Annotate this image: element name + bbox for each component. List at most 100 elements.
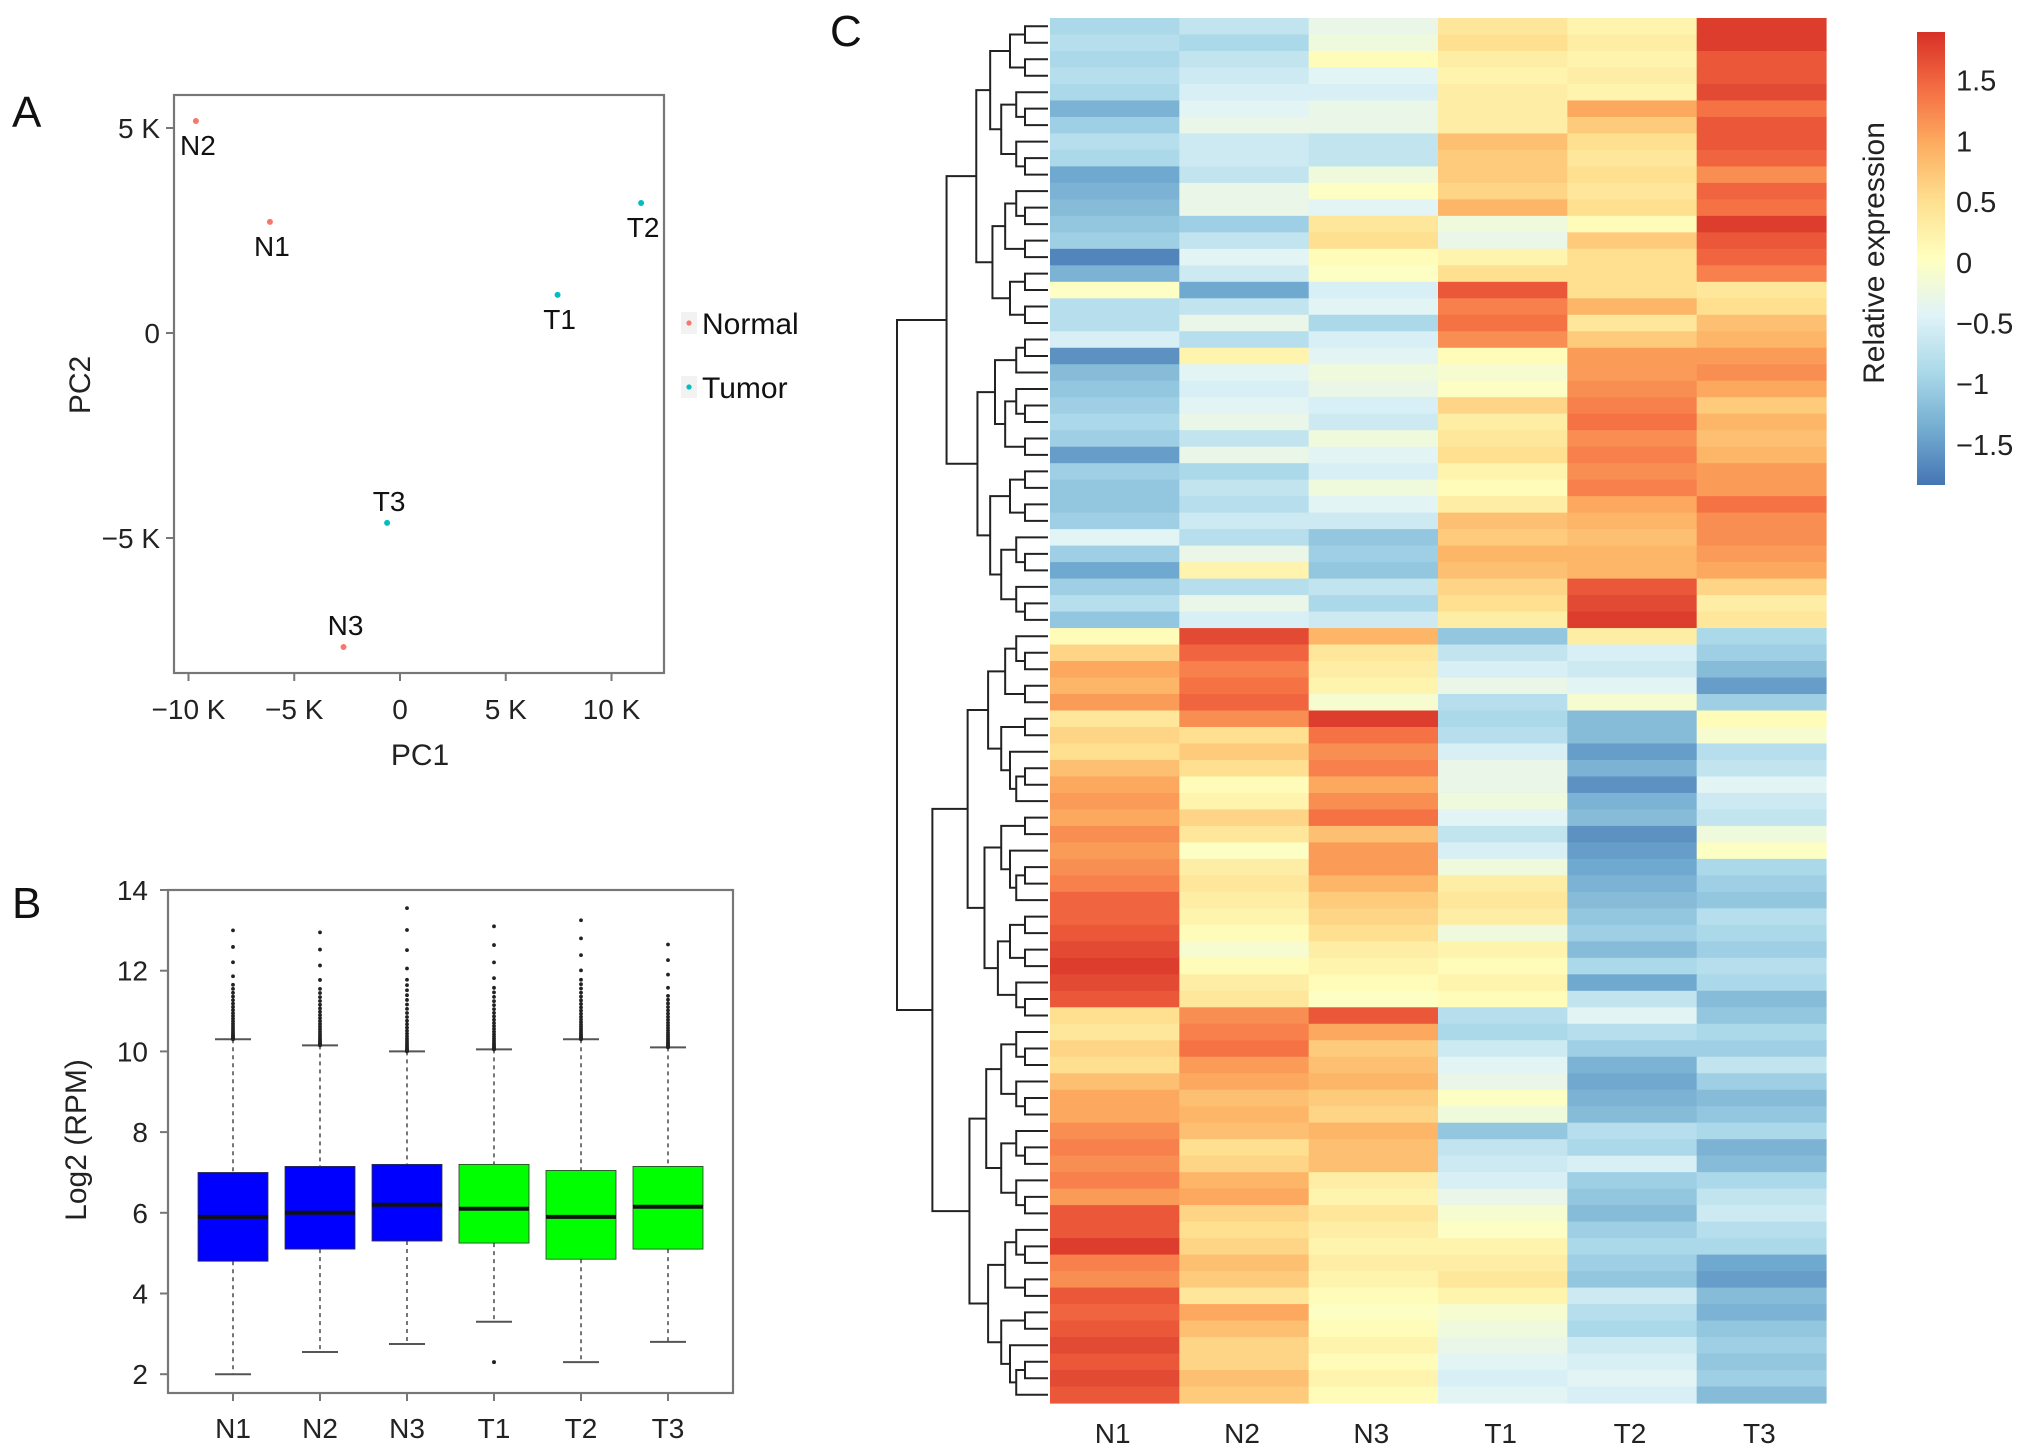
box-body-n3 [371,1163,443,1242]
box-outlier-point-t3 [666,1017,670,1022]
heatmap-cell-t1 [1438,562,1568,580]
heatmap-cell-t2 [1567,331,1698,349]
heatmap-cell-t3 [1696,1386,1827,1404]
heatmap-cell-t1 [1438,133,1568,151]
heatmap-cell-n3 [1308,1089,1439,1107]
pca-legend: Normal Tumor [681,308,799,405]
heatmap-cell-n2 [1179,34,1310,52]
heatmap-cell-t2 [1567,710,1698,728]
heatmap-cell-t3 [1696,479,1827,497]
heatmap-cell-n2 [1179,545,1310,563]
box-outlier-point-n2 [318,947,322,952]
box-outlier-point-t2 [579,982,583,987]
heatmap-cell-t2 [1567,759,1698,778]
heatmap-cell-n3 [1308,347,1439,365]
heatmap-cell-t2 [1567,1155,1698,1173]
heatmap-cell-n1 [1050,397,1180,415]
heatmap-cell-t3 [1696,644,1827,662]
dendrogram-branch [987,1263,1006,1344]
heatmap-cell-n3 [1308,710,1439,728]
boxplot-panel: 2 4 6 8 10 12 14 N1 N2 N3 T1 T2 T3 Log2 (RPM) [60,875,735,1444]
panel-letter-c: C [830,7,862,56]
heatmap-cell-t2 [1567,413,1698,431]
heatmap-cell-t2 [1567,248,1698,266]
heatmap-cell-t3 [1696,430,1827,448]
heatmap-cell-n1 [1050,50,1180,69]
dendrogram-branch [1015,91,1048,118]
heatmap-cell-n3 [1308,1271,1439,1289]
heatmap-cell-n3 [1308,265,1439,283]
heatmap-cell-n1 [1050,908,1180,926]
heatmap-cell-t1 [1438,1320,1568,1338]
dendrogram-branch [1000,1043,1017,1095]
heatmap-cell-t1 [1438,331,1568,349]
heatmap-cell-t3 [1696,710,1827,728]
dendrogram-branch [1009,478,1025,514]
heatmap-cell-t3 [1696,116,1827,135]
heatmap-cell-t3 [1696,166,1827,184]
heatmap-cell-n2 [1179,529,1310,547]
dendrogram-branch [1024,503,1048,522]
dendrogram-branch [945,175,978,465]
heatmap-cell-t3 [1696,1304,1827,1322]
heatmap-cell-t3 [1696,1139,1827,1157]
pca-x-ticks: −10 K −5 K 0 5 K 10 K [152,673,641,725]
box-outlier-point-n1 [231,945,235,949]
heatmap-cell-n2 [1179,413,1310,431]
heatmap-cell-t3 [1696,792,1827,811]
heatmap-cell-t1 [1438,726,1568,745]
heatmap-cell-t2 [1567,50,1698,69]
heatmap-cell-t2 [1567,199,1698,217]
box-body-t2 [545,1170,617,1260]
heatmap-cell-t3 [1696,1023,1827,1041]
heatmap-cell-n3 [1308,842,1439,860]
dendrogram-branch [1015,1129,1048,1157]
heatmap-cell-n2 [1179,298,1310,316]
box-outliers-n2 [318,930,322,1048]
heatmap-cell-n1 [1050,18,1180,36]
box-outlier-point-n3 [405,988,409,993]
heatmap-cell-t1 [1438,661,1568,679]
heatmap-cell-t3 [1696,661,1827,679]
heatmap-cell-n3 [1308,908,1439,926]
heatmap-cell-n3 [1308,529,1439,547]
boxplot-x-tick-label-t3: T3 [652,1413,685,1444]
heatmap-cell-n1 [1050,875,1180,893]
heatmap-cell-n3 [1308,974,1439,992]
heatmap-cell-t2 [1567,1106,1698,1124]
boxplot-y-tick-label-12: 12 [117,956,148,987]
dendrogram-branch [1000,1319,1025,1365]
dendrogram-branch [1004,202,1025,250]
box-n2 [284,930,356,1354]
box-outlier-point-n3 [405,1025,409,1030]
dendrogram-branch [1000,548,1017,601]
heatmap-cell-t1 [1438,1386,1568,1404]
box-outlier-point-n3 [405,1006,409,1011]
dendrogram-branch [896,318,947,1011]
box-outlier-point-n3 [405,1022,409,1027]
heatmap-cell-n2 [1179,314,1310,332]
dendrogram-branch [991,225,1010,300]
box-body-n2 [284,1165,356,1250]
heatmap-cell-n2 [1179,661,1310,679]
pca-x-tick-label-10-k: 10 K [583,694,641,725]
heatmap-cell-n2 [1179,858,1310,876]
heatmap-cell-t3 [1696,1122,1827,1140]
row-dendrogram [896,25,1048,1396]
heatmap-cell-n1 [1050,628,1180,646]
heatmap-cell-t3 [1696,957,1827,975]
box-outlier-point-t1 [492,990,496,995]
boxplot-y-axis-title: Log2 (RPM) [60,1059,93,1221]
box-outlier-point-n1 [231,990,235,995]
box-outlier-point-n3 [405,993,409,998]
pca-point-t3 [384,519,391,526]
heatmap-cell-t3 [1696,694,1827,712]
dendrogram-branch [1009,33,1025,69]
heatmap-cell-t3 [1696,1238,1827,1256]
boxplot-x-tick-label-n3: N3 [389,1413,425,1444]
heatmap-cell-n1 [1050,990,1180,1008]
heatmap-cell-n2 [1179,1337,1310,1355]
heatmap-cell-n2 [1179,397,1310,415]
pca-x-tick-label--10-k: −10 K [152,694,226,725]
box-outlier-point-n1 [231,986,235,991]
